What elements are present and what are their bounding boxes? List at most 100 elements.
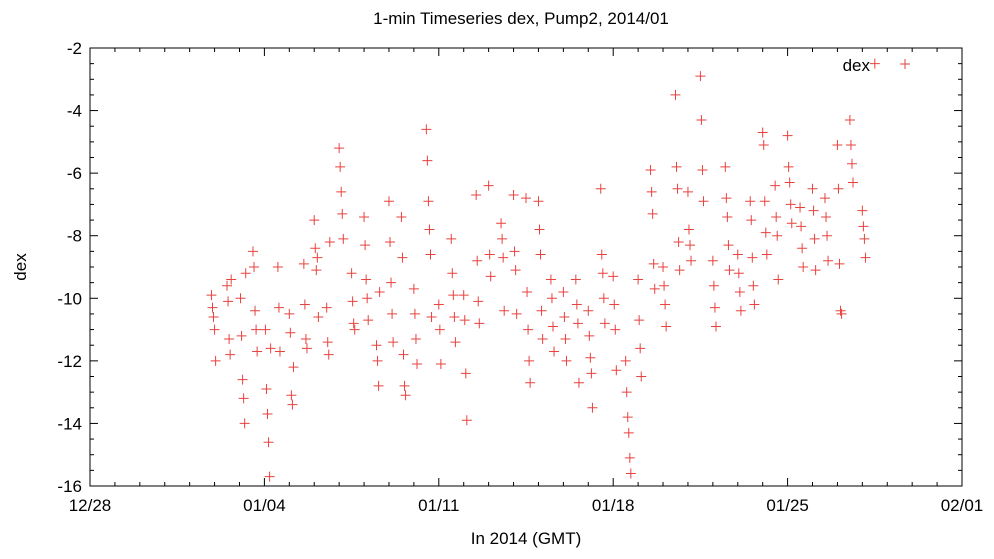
data-point — [524, 355, 535, 366]
data-point — [250, 305, 261, 316]
data-point — [359, 211, 370, 222]
data-point — [223, 296, 234, 307]
y-tick-label: -8 — [67, 227, 82, 246]
data-point — [834, 258, 845, 269]
data-point — [322, 337, 333, 348]
data-point — [236, 330, 247, 341]
x-tick-label: 12/28 — [69, 496, 112, 515]
data-point — [558, 287, 569, 298]
data-point — [265, 343, 276, 354]
data-point — [262, 409, 273, 420]
data-point — [535, 249, 546, 260]
data-point — [323, 349, 334, 360]
data-point — [782, 130, 793, 141]
data-point — [423, 196, 434, 207]
data-point — [447, 268, 458, 279]
data-point — [249, 262, 260, 272]
data-point — [210, 355, 221, 366]
data-point — [546, 293, 557, 304]
data-point — [798, 262, 809, 272]
data-point — [674, 265, 685, 276]
data-point — [386, 277, 397, 288]
data-point — [484, 249, 495, 260]
data-point — [521, 193, 531, 204]
data-point — [819, 193, 830, 204]
data-point — [299, 299, 310, 310]
data-point — [697, 165, 708, 176]
data-point — [859, 233, 870, 244]
data-point — [286, 390, 297, 401]
y-axis-label: dex — [11, 253, 30, 281]
x-tick-label: 01/11 — [418, 496, 459, 515]
data-point — [400, 390, 411, 401]
data-point — [759, 196, 770, 207]
data-point — [670, 89, 681, 100]
data-point — [473, 296, 484, 307]
x-tick-label: 01/18 — [592, 496, 635, 515]
data-point — [611, 365, 622, 376]
y-tick-label: -14 — [57, 414, 82, 433]
data-point — [301, 343, 312, 354]
data-point — [435, 358, 446, 369]
data-point — [334, 143, 345, 154]
data-point — [672, 183, 683, 194]
data-point — [645, 165, 656, 176]
data-point — [809, 233, 820, 244]
data-point — [388, 337, 399, 348]
data-point — [446, 233, 457, 244]
data-point — [597, 268, 608, 279]
data-point — [760, 227, 771, 238]
x-tick-label: 02/01 — [941, 496, 984, 515]
data-point — [636, 371, 647, 382]
data-point — [206, 290, 217, 301]
data-point — [398, 349, 409, 360]
legend-marker — [900, 59, 910, 69]
data-point — [371, 340, 382, 351]
data-point — [560, 333, 571, 344]
data-point — [300, 333, 311, 344]
data-point — [634, 315, 645, 326]
data-point — [209, 324, 220, 335]
data-point — [661, 321, 672, 332]
data-point — [722, 211, 733, 222]
data-point — [346, 268, 357, 279]
data-point — [272, 262, 283, 272]
data-point — [844, 114, 855, 125]
data-point — [772, 230, 783, 241]
data-point — [225, 349, 236, 360]
data-point — [685, 240, 696, 251]
data-point — [584, 330, 595, 341]
data-point — [832, 139, 843, 150]
legend: dex — [843, 56, 910, 75]
data-point — [321, 302, 332, 313]
data-point — [260, 324, 271, 335]
chart-title: 1-min Timeseries dex, Pump2, 2014/01 — [373, 9, 669, 28]
data-point — [622, 412, 633, 423]
data-point — [810, 265, 821, 276]
data-point — [860, 252, 871, 263]
data-point — [549, 346, 560, 357]
data-points — [206, 58, 880, 482]
data-point — [585, 352, 596, 363]
data-point — [498, 252, 509, 263]
data-point — [536, 305, 547, 316]
data-point — [409, 308, 420, 319]
data-point — [623, 427, 634, 438]
data-point — [857, 205, 868, 216]
data-point — [284, 308, 295, 319]
data-point — [261, 384, 272, 395]
data-point — [313, 312, 324, 323]
data-point — [570, 274, 581, 285]
data-point — [510, 265, 521, 276]
data-point — [797, 243, 808, 254]
data-point — [424, 224, 435, 235]
data-point — [324, 236, 335, 247]
data-point — [522, 287, 533, 298]
data-point — [240, 268, 251, 279]
data-point — [337, 208, 348, 219]
data-point — [734, 287, 745, 298]
data-point — [471, 190, 482, 201]
data-point — [397, 252, 408, 263]
data-point — [525, 377, 536, 388]
